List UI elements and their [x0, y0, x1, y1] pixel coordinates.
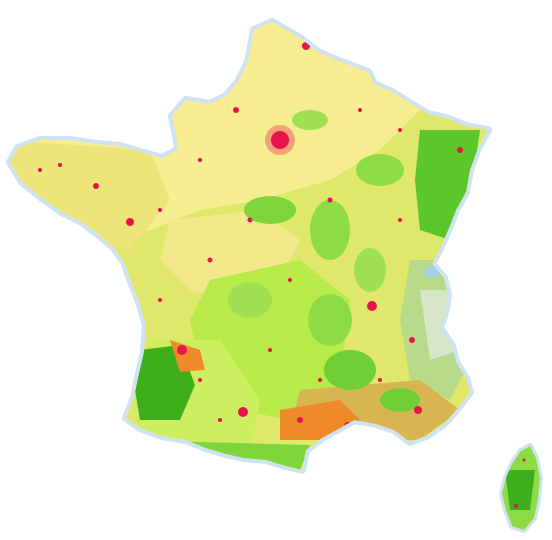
urban-lyon	[367, 301, 377, 311]
forest-orleans	[244, 196, 296, 224]
urban-nantes	[126, 218, 134, 226]
forest-champagne	[356, 154, 404, 186]
urban-rouen	[233, 107, 239, 113]
lake-geneva	[424, 267, 440, 277]
urban-strasbourg	[457, 147, 463, 153]
forest-limousin	[228, 282, 272, 318]
urban-toulouse	[238, 407, 248, 417]
urban-nice	[414, 406, 422, 414]
forest-cevennes	[324, 350, 376, 390]
urban-montpellier	[297, 417, 303, 423]
forest-forez	[308, 294, 352, 346]
forest-morvan	[310, 200, 350, 260]
forest-var	[380, 388, 420, 412]
urban-rennes	[93, 183, 99, 189]
urban-grenoble	[409, 337, 415, 343]
urban-paris	[271, 131, 289, 149]
forest-picardy	[292, 110, 328, 130]
urban-bordeaux	[177, 345, 187, 355]
forest-beaujolais	[354, 248, 386, 292]
